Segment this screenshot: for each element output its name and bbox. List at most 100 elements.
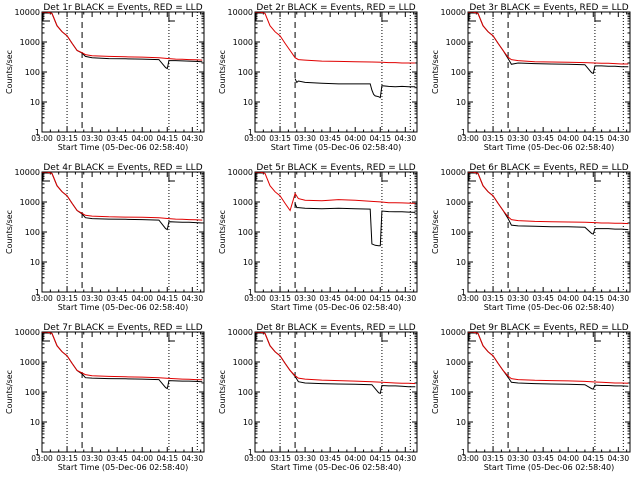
x-tick-label: 03:45: [106, 454, 128, 463]
start-bracket-marker: [42, 172, 50, 182]
panel-title: Det 1r BLACK = Events, RED = LLD: [43, 3, 202, 13]
series-group: [255, 172, 416, 247]
detector-panel-7: Det 7r BLACK = Events, RED = LLD 1 10 100 10…: [5, 323, 205, 472]
y-tick-label: 1000: [446, 198, 466, 207]
x-tick-label: 04:15: [369, 454, 391, 463]
panel-title: Det 3r BLACK = Events, RED = LLD: [469, 3, 628, 13]
x-tick-label: 04:00: [344, 134, 366, 143]
y-tick-label: 1000: [233, 198, 253, 207]
end-bracket-marker: [381, 13, 388, 22]
start-bracket-marker: [42, 332, 50, 342]
x-tick-label: 03:45: [532, 134, 554, 143]
x-tick-label: 04:00: [557, 294, 579, 303]
y-axis-label: Counts/sec: [5, 370, 14, 414]
detector-panel-5: Det 5r BLACK = Events, RED = LLD 1 10 100 10…: [218, 163, 418, 312]
y-axis-label: Counts/sec: [218, 50, 227, 94]
x-tick-label: 03:45: [319, 294, 341, 303]
start-bracket-marker: [468, 12, 476, 22]
x-tick-label: 03:45: [319, 454, 341, 463]
x-tick-label: 03:15: [269, 134, 291, 143]
x-tick-label: 03:30: [81, 134, 103, 143]
x-tick-label: 04:00: [131, 134, 153, 143]
x-axis-label: Start Time (05-Dec-06 02:58:40): [58, 463, 189, 472]
series-line-events: [255, 332, 416, 395]
end-bracket-marker: [594, 333, 601, 342]
x-axis-label: Start Time (05-Dec-06 02:58:40): [58, 143, 189, 152]
x-tick-label: 04:15: [582, 294, 604, 303]
x-axis-label: Start Time (05-Dec-06 02:58:40): [271, 463, 402, 472]
y-tick-label: 10: [456, 258, 466, 267]
y-tick-label: 100: [25, 228, 40, 237]
y-tick-label: 10000: [441, 168, 466, 177]
x-tick-label: 04:30: [181, 454, 203, 463]
plot-frame: [254, 171, 418, 293]
end-bracket-marker: [381, 333, 388, 342]
y-axis-label: Counts/sec: [431, 50, 440, 94]
x-tick-label: 03:45: [319, 134, 341, 143]
x-tick-label: 04:00: [131, 454, 153, 463]
x-tick-label: 03:30: [81, 454, 103, 463]
x-tick-label: 03:45: [532, 294, 554, 303]
plot-frame: [467, 171, 631, 293]
series-line-lld: [468, 12, 629, 65]
panel-title: Det 2r BLACK = Events, RED = LLD: [256, 3, 415, 13]
x-tick-label: 03:15: [482, 134, 504, 143]
y-tick-label: 10000: [15, 8, 40, 17]
x-tick-label: 04:30: [181, 134, 203, 143]
x-tick-label: 03:30: [294, 294, 316, 303]
y-tick-label: 10: [456, 98, 466, 107]
y-tick-label: 1: [248, 448, 253, 457]
start-bracket-marker: [468, 172, 476, 182]
y-axis-label: Counts/sec: [218, 210, 227, 254]
y-tick-label: 10000: [228, 168, 253, 177]
series-group: [42, 332, 203, 390]
y-tick-label: 10000: [15, 168, 40, 177]
plot-frame: [467, 11, 631, 133]
x-tick-label: 03:30: [507, 294, 529, 303]
x-axis-label: Start Time (05-Dec-06 02:58:40): [484, 463, 615, 472]
y-tick-label: 1000: [20, 358, 40, 367]
y-tick-label: 1: [35, 288, 40, 297]
x-tick-label: 04:15: [582, 454, 604, 463]
x-tick-label: 03:00: [457, 294, 479, 303]
detector-panel-4: Det 4r BLACK = Events, RED = LLD 1 10 100 10…: [5, 163, 205, 312]
x-axis-label: Start Time (05-Dec-06 02:58:40): [58, 303, 189, 312]
y-axis-label: Counts/sec: [218, 370, 227, 414]
detector-panel-3: Det 3r BLACK = Events, RED = LLD 1 10 100 10…: [431, 3, 631, 152]
series-group: [468, 332, 629, 390]
end-bracket-marker: [168, 333, 175, 342]
detector-panel-1: Det 1r BLACK = Events, RED = LLD 1 10 100 10…: [5, 3, 205, 152]
series-line-lld: [42, 172, 203, 221]
x-tick-label: 04:15: [582, 134, 604, 143]
x-tick-label: 03:00: [457, 454, 479, 463]
end-bracket-marker: [168, 13, 175, 22]
series-line-lld: [468, 332, 629, 384]
y-tick-label: 1000: [20, 38, 40, 47]
series-line-events: [294, 203, 416, 247]
x-tick-label: 03:15: [269, 294, 291, 303]
series-line-lld: [255, 332, 416, 385]
y-tick-label: 100: [451, 228, 466, 237]
x-axis-label: Start Time (05-Dec-06 02:58:40): [484, 143, 615, 152]
detector-panel-9: Det 9r BLACK = Events, RED = LLD 1 10 100 10…: [431, 323, 631, 472]
y-tick-label: 1: [35, 128, 40, 137]
start-bracket-marker: [42, 12, 50, 22]
series-line-lld: [255, 12, 416, 64]
panel-title: Det 5r BLACK = Events, RED = LLD: [256, 163, 415, 173]
series-line-events: [42, 332, 203, 390]
series-group: [255, 12, 416, 99]
x-tick-label: 04:30: [181, 294, 203, 303]
y-tick-label: 100: [238, 228, 253, 237]
series-line-events: [42, 172, 203, 231]
y-tick-label: 10: [30, 418, 40, 427]
x-tick-label: 04:00: [131, 294, 153, 303]
y-tick-label: 1000: [20, 198, 40, 207]
plot-frame: [41, 331, 205, 453]
x-tick-label: 04:15: [156, 134, 178, 143]
y-tick-label: 1000: [233, 38, 253, 47]
end-bracket-marker: [381, 173, 388, 182]
y-axis-label: Counts/sec: [5, 210, 14, 254]
y-tick-label: 1: [35, 448, 40, 457]
y-tick-label: 10000: [441, 8, 466, 17]
x-tick-label: 04:15: [369, 294, 391, 303]
